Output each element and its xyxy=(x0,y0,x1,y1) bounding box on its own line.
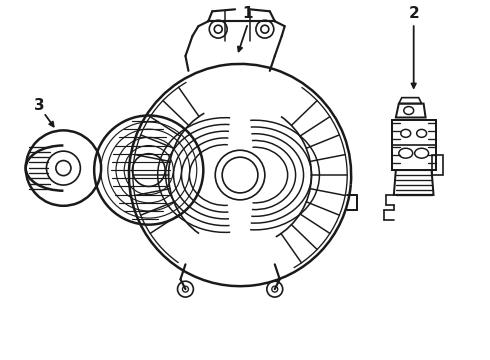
Text: 3: 3 xyxy=(34,98,45,113)
Text: 1: 1 xyxy=(243,6,253,21)
Text: 2: 2 xyxy=(408,6,419,21)
